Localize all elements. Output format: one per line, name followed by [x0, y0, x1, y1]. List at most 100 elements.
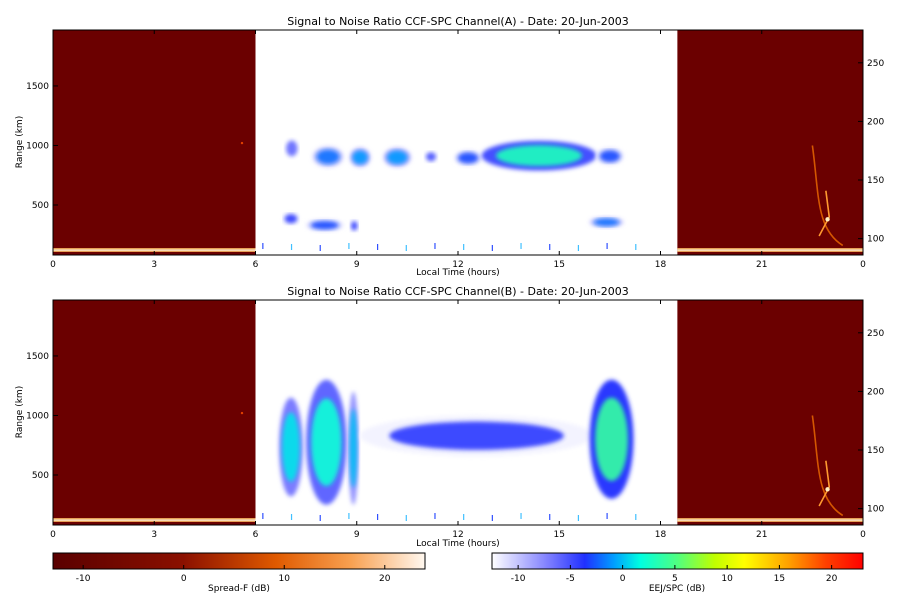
noise-speck — [377, 244, 379, 250]
spread-f-trace — [811, 415, 844, 517]
x-tick-label: 15 — [554, 530, 565, 540]
noise-speck — [434, 243, 436, 249]
x-tick-label: 21 — [756, 530, 767, 540]
echo-region-core — [389, 421, 564, 450]
x-tick-label: 18 — [655, 530, 667, 540]
y-right-tick-label: 150 — [867, 446, 884, 456]
y-right-tick-label: 250 — [867, 329, 884, 339]
night-block — [53, 30, 256, 255]
panel-channel-b: Signal to Noise Ratio CCF-SPC Channel(B)… — [15, 285, 884, 549]
colorbar-eej-spc-label: EEJ/SPC (dB) — [649, 584, 705, 594]
noise-speck — [520, 243, 522, 249]
x-tick-label: 3 — [151, 530, 157, 540]
noise-speck — [434, 513, 436, 519]
echo-region-core — [599, 150, 620, 163]
y-right-tick-label: 200 — [867, 117, 884, 127]
panel-b-y-label: Range (km) — [15, 386, 25, 438]
colorbar-eej-spc-gradient — [491, 552, 864, 570]
y-tick-label: 1500 — [26, 82, 49, 92]
echo-region-core — [458, 152, 479, 164]
panel-a-title: Signal to Noise Ratio CCF-SPC Channel(A)… — [287, 15, 628, 28]
noise-speck — [491, 515, 493, 521]
noise-speck — [491, 245, 493, 251]
echo-region-core — [316, 149, 340, 164]
low-range-echo-band-core — [677, 249, 863, 251]
panel-b-y-axis: 500 1000 1500 — [26, 352, 58, 481]
echo-region-core — [387, 150, 408, 165]
panel-b-x-label: Local Time (hours) — [416, 539, 499, 549]
y-tick-label: 500 — [32, 201, 49, 211]
x-tick-label: 12 — [452, 530, 463, 540]
y-right-tick-label: 200 — [867, 387, 884, 397]
noise-speck — [319, 245, 321, 251]
echo-region-core — [595, 397, 629, 481]
x-tick-label: 0 — [50, 260, 56, 270]
y-right-tick-label: 250 — [867, 59, 884, 69]
spread-f-trace — [811, 145, 844, 247]
panel-a-y-label: Range (km) — [15, 116, 25, 168]
x-tick-label: 6 — [253, 260, 259, 270]
spread-f-spot — [825, 487, 830, 492]
colorbar-tick-label: -5 — [566, 574, 575, 584]
low-range-echo-band-core — [677, 519, 863, 521]
noise-speck — [577, 515, 580, 521]
spread-f-trace — [818, 190, 831, 237]
panel-a-plot-content — [53, 30, 863, 255]
echo-region-core — [425, 152, 437, 162]
noise-speck — [290, 514, 293, 520]
night-block — [677, 300, 863, 525]
x-tick-label: 0 — [860, 260, 866, 270]
y-right-tick-label: 100 — [867, 235, 884, 245]
low-range-echo-band-core — [53, 249, 256, 251]
x-tick-label: 12 — [452, 260, 463, 270]
noise-speck — [635, 244, 637, 250]
noise-speck — [463, 514, 465, 520]
noise-speck — [405, 245, 407, 251]
echo-region-core — [282, 412, 300, 482]
noise-speck — [290, 244, 293, 250]
spread-f-spot — [240, 141, 244, 145]
noise-speck — [319, 515, 321, 521]
night-traces — [240, 141, 844, 247]
panel-b-title: Signal to Noise Ratio CCF-SPC Channel(B)… — [287, 285, 629, 298]
echo-region-core — [351, 221, 358, 231]
echo-region-core — [284, 214, 298, 224]
colorbar-spread-f-ticks: -10 0 10 20 — [76, 565, 391, 584]
colorbar-spread-f-gradient — [52, 552, 426, 570]
colorbar-tick-label: 20 — [826, 574, 838, 584]
colorbar-tick-label: -10 — [76, 574, 91, 584]
y-right-tick-label: 150 — [867, 176, 884, 186]
colorbar-spread-f: -10 0 10 20 Spread-F (dB) — [52, 552, 426, 594]
y-tick-label: 1500 — [26, 352, 49, 362]
noise-speck — [262, 243, 264, 249]
colorbar-tick-label: 15 — [774, 574, 785, 584]
echo-region-core — [593, 218, 620, 227]
panel-a-y-axis: 500 1000 1500 — [26, 82, 58, 211]
noise-speck — [348, 513, 350, 519]
night-block — [53, 300, 256, 525]
echo-region-core — [352, 150, 368, 165]
y-tick-label: 1000 — [26, 141, 49, 151]
low-range-echo-band-core — [53, 519, 256, 521]
y-tick-label: 500 — [32, 471, 49, 481]
noise-speck — [635, 514, 637, 520]
spread-f-trace — [818, 460, 831, 507]
panel-b-x-axis: 0 3 6 9 12 15 18 21 0 — [50, 300, 866, 540]
panel-b-plot-content — [53, 300, 863, 525]
echo-region-core — [349, 408, 358, 488]
noise-speck — [577, 245, 580, 251]
noise-speck — [405, 515, 407, 521]
echo-region-core — [311, 398, 342, 487]
noise-speck — [520, 513, 522, 519]
colorbar-tick-label: 20 — [379, 574, 391, 584]
noise-speck — [606, 513, 608, 519]
y-right-tick-label: 100 — [867, 505, 884, 515]
x-tick-label: 9 — [354, 260, 360, 270]
noise-speck — [377, 514, 379, 520]
noise-speck — [549, 244, 551, 250]
echo-region-core — [310, 221, 339, 230]
spread-f-spot — [825, 217, 830, 222]
noise-speck — [606, 243, 608, 249]
colorbar-tick-label: 0 — [181, 574, 187, 584]
